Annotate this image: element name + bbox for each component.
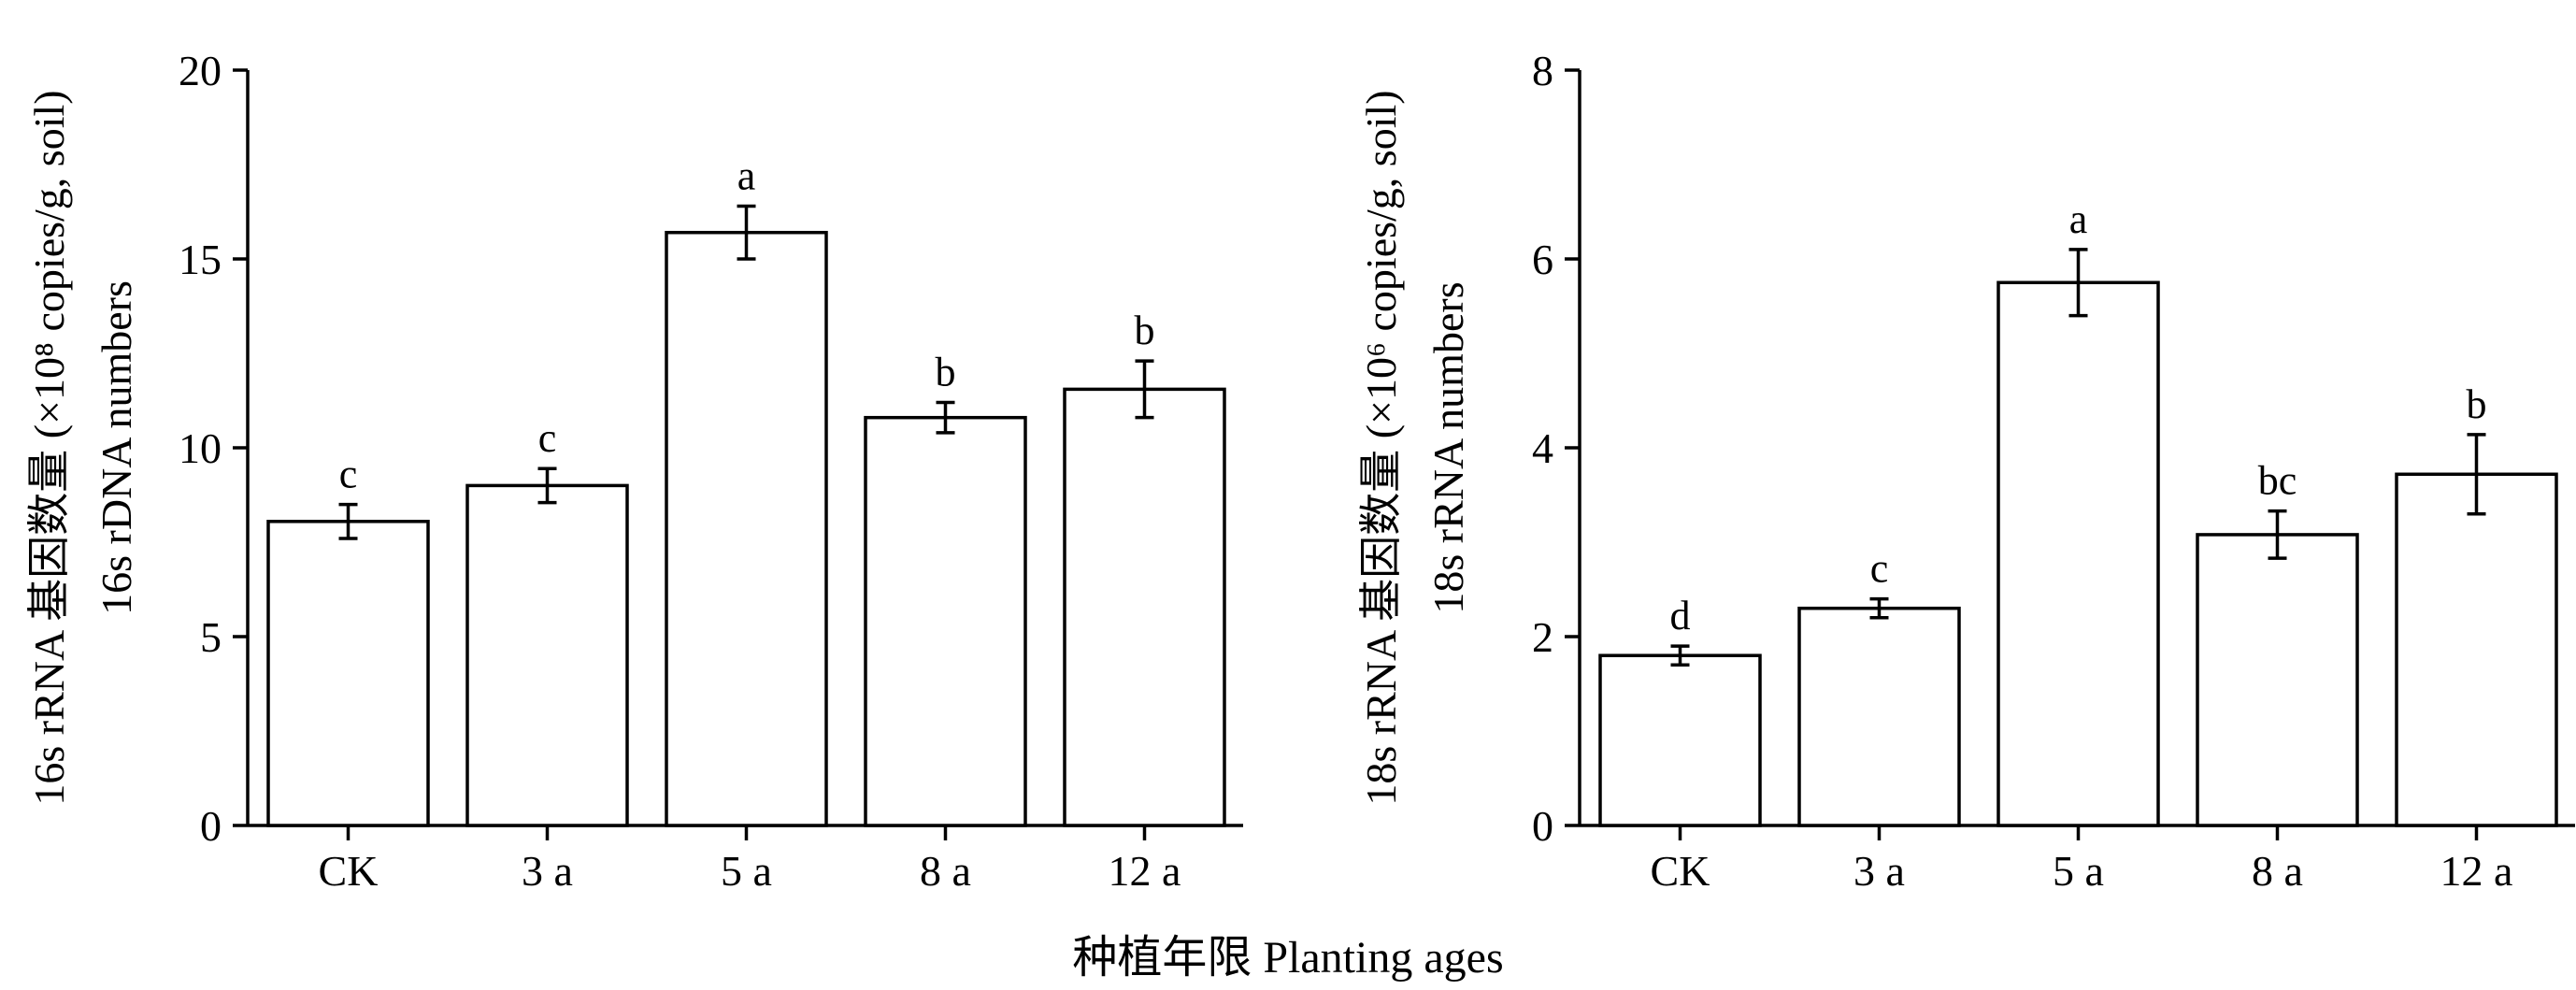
bar — [1996, 280, 2160, 827]
y-axis-title: 16s rRNA 基因数量 (×10⁸ copies/g, soil) — [25, 90, 73, 805]
significance-label: c — [1870, 546, 1889, 592]
y-tick-label: 0 — [200, 802, 222, 850]
y-axis-subtitle: 16s rDNA numbers — [93, 280, 140, 615]
x-tick-label: 12 a — [1109, 847, 1181, 895]
significance-label: a — [2069, 196, 2088, 242]
y-tick-label: 6 — [1532, 236, 1553, 283]
bar — [665, 230, 828, 827]
y-tick-label: 2 — [1532, 613, 1553, 661]
significance-label: bc — [2258, 458, 2297, 504]
x-tick-label: 8 a — [2252, 847, 2303, 895]
bar — [864, 415, 1027, 827]
y-tick-label: 0 — [1532, 802, 1553, 850]
chart-18s-rrna: 0 2 4 6 8 d CK c 3 a a 5 a bc 8 a b 12 a 18s rRNA 基因数量 … — [1357, 47, 2575, 895]
x-tick-label: 5 a — [2053, 847, 2104, 895]
significance-label: d — [1670, 593, 1691, 638]
x-tick-label: 5 a — [721, 847, 772, 895]
y-tick-label: 5 — [200, 613, 222, 661]
bar — [1598, 653, 1762, 827]
bar — [1063, 387, 1226, 827]
y-axis-title: 18s rRNA 基因数量 (×10⁶ copies/g, soil) — [1357, 90, 1405, 805]
x-tick-label: 3 a — [522, 847, 573, 895]
bar — [2196, 533, 2359, 827]
x-tick-label: CK — [1651, 847, 1710, 895]
x-tick-label: 12 a — [2440, 847, 2513, 895]
y-tick-label: 20 — [179, 47, 222, 94]
significance-label: b — [936, 350, 956, 395]
shared-x-axis-title: 种植年限 Planting ages — [1072, 933, 1503, 983]
bar — [266, 520, 430, 827]
y-tick-label: 8 — [1532, 47, 1553, 94]
x-tick-label: 8 a — [920, 847, 971, 895]
significance-label: b — [1135, 308, 1155, 353]
chart-16s-rdna: 0 5 10 15 20 c CK c 3 a a 5 a b 8 a b 12 a 16s rRNA 基因数… — [25, 47, 1243, 895]
significance-label: c — [339, 452, 358, 497]
significance-label: c — [538, 415, 557, 461]
bar — [1797, 606, 1961, 827]
significance-label: a — [737, 152, 756, 198]
bar — [2395, 472, 2558, 827]
y-tick-label: 4 — [1532, 424, 1553, 472]
significance-label: b — [2467, 381, 2487, 427]
x-tick-label: CK — [319, 847, 379, 895]
y-tick-label: 10 — [179, 424, 222, 472]
y-tick-label: 15 — [179, 236, 222, 283]
y-axis-subtitle: 18s rRNA numbers — [1424, 281, 1472, 613]
bar — [465, 483, 629, 827]
x-tick-label: 3 a — [1853, 847, 1905, 895]
